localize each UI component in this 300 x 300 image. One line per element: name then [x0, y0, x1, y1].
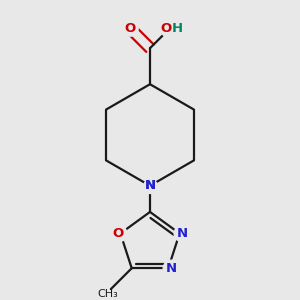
Text: CH₃: CH₃ — [97, 289, 118, 299]
Text: N: N — [144, 179, 156, 192]
Text: O: O — [160, 22, 171, 35]
Text: H: H — [171, 22, 182, 35]
Text: N: N — [177, 227, 188, 240]
Text: N: N — [144, 179, 156, 192]
Text: O: O — [125, 22, 136, 35]
Text: N: N — [165, 262, 176, 275]
Text: O: O — [112, 227, 123, 240]
